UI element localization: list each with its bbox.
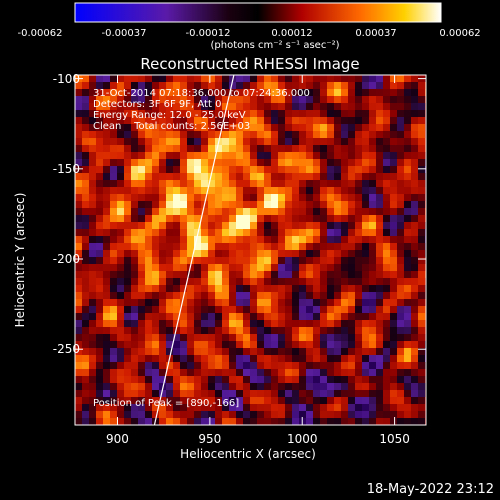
x-tick-label: 1050 — [379, 432, 410, 446]
axis-tick-marks — [75, 75, 426, 425]
heatmap-cells — [75, 75, 426, 425]
colorbar-tick-label: -0.00012 — [185, 28, 231, 39]
colorbar-tick-label: 0.00012 — [271, 28, 313, 39]
colorbar — [74, 2, 442, 23]
annotation-time-range: 31-Oct-2014 07:18:36.000 to 07:24:36.000 — [93, 88, 310, 99]
colorbar-units: (photons cm⁻² s⁻¹ asec⁻²) — [210, 40, 340, 51]
colorbar-tick-label: -0.00062 — [17, 28, 63, 39]
x-axis-label: Heliocentric X (arcsec) — [180, 447, 316, 461]
y-tick-label: -150 — [52, 161, 80, 176]
x-tick-label: 900 — [106, 432, 129, 446]
colorbar-tick-label: 0.00037 — [355, 28, 397, 39]
plot-frame — [74, 74, 427, 426]
annotation-detectors: Detectors: 3F 6F 9F, Att 0 — [93, 99, 222, 110]
x-tick-label: 1000 — [286, 432, 318, 446]
x-tick-label: 950 — [198, 432, 222, 446]
chart-title: Reconstructed RHESSI Image — [140, 55, 360, 73]
y-axis-label: Heliocentric Y (arcsec) — [13, 192, 27, 328]
colorbar-tick-label: 0.00062 — [439, 28, 481, 39]
solar-limb-line — [153, 75, 235, 425]
y-tick-label: -100 — [52, 71, 80, 86]
annotation-energy-range: Energy Range: 12.0 - 25.0 keV — [93, 110, 246, 121]
annotation-total-counts: Clean Total counts: 2.56E+03 — [93, 121, 251, 132]
colorbar-tick-label: -0.00037 — [101, 28, 147, 39]
annotation-peak-position: Position of Peak = [890,-166] — [93, 398, 240, 409]
y-tick-label: -200 — [52, 252, 80, 267]
footer-timestamp: 18-May-2022 23:12 — [366, 482, 494, 497]
y-tick-label: -250 — [52, 342, 80, 357]
